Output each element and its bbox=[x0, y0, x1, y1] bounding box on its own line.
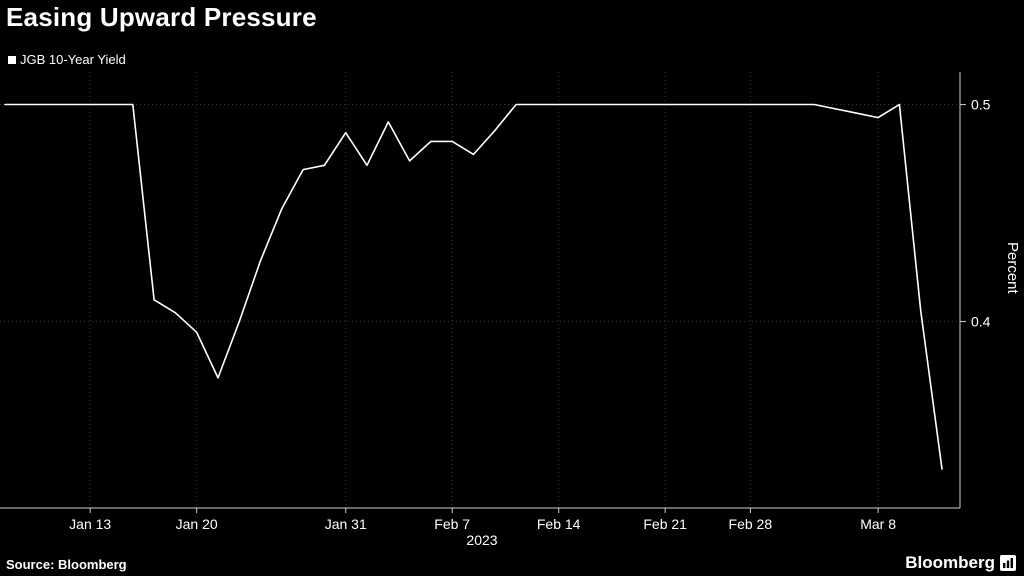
x-tick-label: Feb 7 bbox=[434, 516, 470, 532]
x-tick-label: Feb 21 bbox=[643, 516, 687, 532]
chart-title: Easing Upward Pressure bbox=[6, 2, 317, 32]
x-tick-label: Jan 31 bbox=[325, 516, 367, 532]
x-tick-label: Mar 8 bbox=[860, 516, 896, 532]
y-axis-title: Percent bbox=[1004, 242, 1021, 294]
x-axis-year-label: 2023 bbox=[466, 532, 498, 548]
source-credit: Source: Bloomberg bbox=[6, 557, 127, 572]
bloomberg-wordmark: Bloomberg bbox=[905, 553, 995, 572]
x-tick-label: Jan 20 bbox=[176, 516, 218, 532]
x-tick-label: Feb 14 bbox=[537, 516, 581, 532]
legend-label: JGB 10-Year Yield bbox=[20, 52, 126, 67]
x-tick-label: Jan 13 bbox=[69, 516, 111, 532]
legend: JGB 10-Year Yield bbox=[8, 52, 126, 67]
y-tick-label: 0.5 bbox=[971, 97, 991, 113]
legend-swatch-icon bbox=[8, 55, 16, 64]
bloomberg-logo: Bloomberg bbox=[905, 553, 1016, 573]
bloomberg-mark-icon bbox=[1000, 555, 1016, 571]
yield-line bbox=[4, 103, 943, 470]
y-tick-label: 0.4 bbox=[971, 313, 991, 329]
x-tick-label: Feb 28 bbox=[729, 516, 773, 532]
